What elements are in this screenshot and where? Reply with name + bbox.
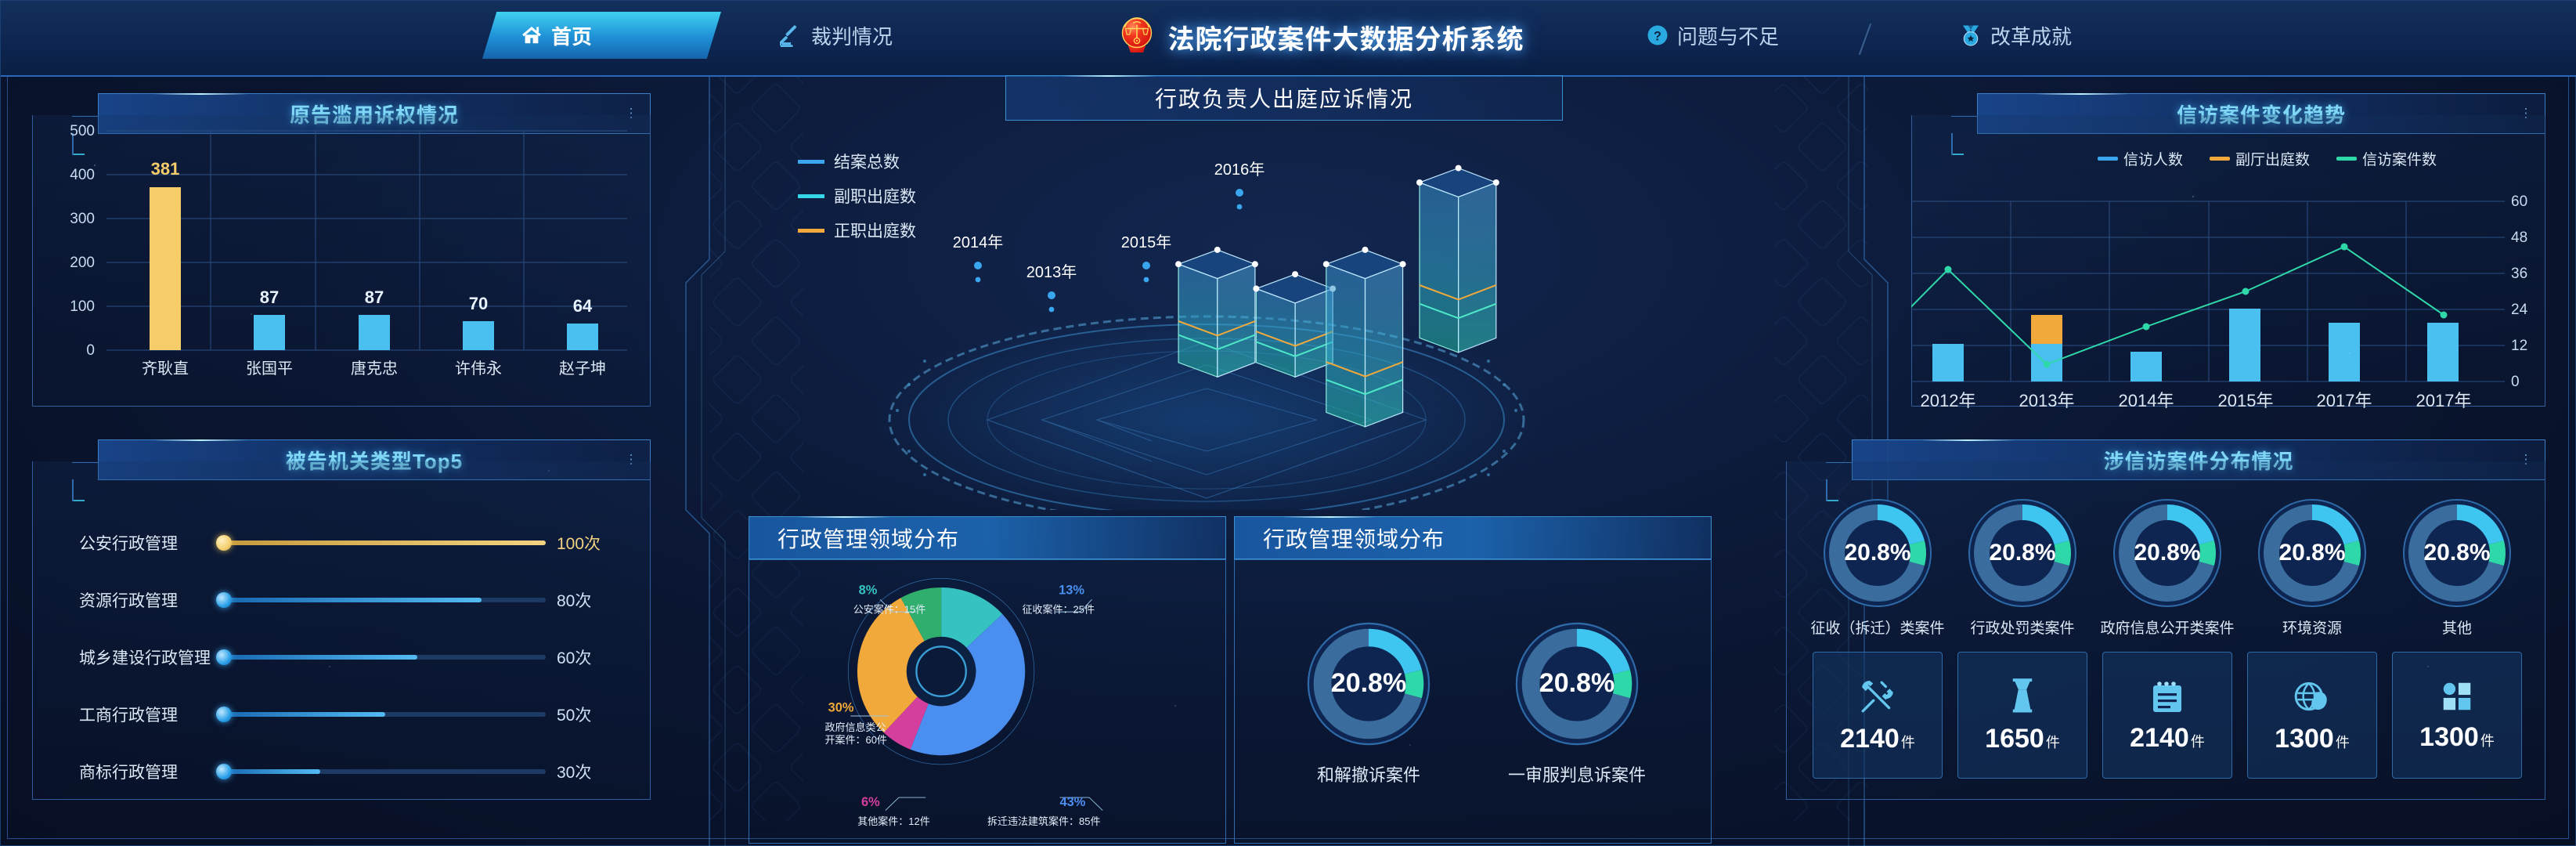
svg-text:2013年: 2013年 bbox=[2019, 391, 2075, 410]
svg-text:60: 60 bbox=[2511, 193, 2527, 210]
svg-text:24: 24 bbox=[2511, 302, 2528, 318]
svg-text:2015年: 2015年 bbox=[2218, 391, 2274, 410]
svg-text:20.8%: 20.8% bbox=[2423, 540, 2490, 566]
svg-text:20.8%: 20.8% bbox=[2278, 540, 2345, 566]
svg-text:30%: 30% bbox=[828, 701, 854, 715]
svg-text:2013年: 2013年 bbox=[1026, 263, 1077, 281]
svg-text:政府信息类公: 政府信息类公 bbox=[824, 721, 886, 733]
svg-text:其他案件：12件: 其他案件：12件 bbox=[857, 815, 929, 827]
svg-text:拆迁违法建筑案件：85件: 拆迁违法建筑案件：85件 bbox=[987, 815, 1100, 827]
svg-text:齐耿直: 齐耿直 bbox=[142, 360, 189, 378]
svg-text:20.8%: 20.8% bbox=[1331, 668, 1406, 698]
svg-text:12: 12 bbox=[2511, 338, 2527, 354]
svg-text:13%: 13% bbox=[1059, 584, 1084, 598]
svg-text:开案件：60件: 开案件：60件 bbox=[824, 734, 886, 746]
svg-text:200: 200 bbox=[70, 255, 95, 271]
svg-text:2016年: 2016年 bbox=[1214, 161, 1265, 179]
svg-text:36: 36 bbox=[2511, 266, 2527, 282]
svg-text:20.8%: 20.8% bbox=[2134, 540, 2200, 566]
svg-text:0: 0 bbox=[2511, 374, 2520, 390]
svg-text:87: 87 bbox=[260, 287, 279, 307]
svg-text:0: 0 bbox=[86, 342, 95, 359]
svg-text:许伟永: 许伟永 bbox=[455, 360, 502, 378]
svg-text:2014年: 2014年 bbox=[2119, 391, 2174, 410]
svg-text:2014年: 2014年 bbox=[953, 233, 1004, 251]
svg-text:48: 48 bbox=[2511, 230, 2527, 246]
svg-text:唐克忠: 唐克忠 bbox=[351, 360, 398, 378]
svg-text:87: 87 bbox=[365, 287, 384, 307]
svg-text:20.8%: 20.8% bbox=[1989, 540, 2055, 566]
svg-text:43%: 43% bbox=[1059, 795, 1085, 809]
svg-text:赵子坤: 赵子坤 bbox=[559, 360, 606, 378]
svg-text:100: 100 bbox=[70, 298, 95, 315]
svg-text:8%: 8% bbox=[859, 584, 878, 598]
svg-text:20.8%: 20.8% bbox=[1539, 668, 1615, 698]
svg-text:500: 500 bbox=[70, 123, 95, 139]
svg-text:征收案件：25件: 征收案件：25件 bbox=[1023, 603, 1095, 615]
svg-text:6%: 6% bbox=[861, 795, 880, 809]
svg-text:300: 300 bbox=[70, 211, 95, 227]
svg-text:公安案件：15件: 公安案件：15件 bbox=[853, 603, 925, 615]
svg-text:2015年: 2015年 bbox=[1121, 233, 1172, 251]
svg-text:20.8%: 20.8% bbox=[1844, 540, 1910, 566]
svg-text:381: 381 bbox=[151, 159, 180, 179]
svg-text:张国平: 张国平 bbox=[246, 360, 293, 378]
svg-text:?: ? bbox=[1654, 29, 1661, 43]
svg-text:2017年: 2017年 bbox=[2416, 391, 2472, 410]
svg-text:400: 400 bbox=[70, 167, 95, 183]
svg-text:70: 70 bbox=[469, 294, 488, 313]
svg-text:2012年: 2012年 bbox=[1921, 391, 1976, 410]
svg-text:2017年: 2017年 bbox=[2317, 391, 2372, 410]
svg-text:64: 64 bbox=[573, 296, 593, 316]
